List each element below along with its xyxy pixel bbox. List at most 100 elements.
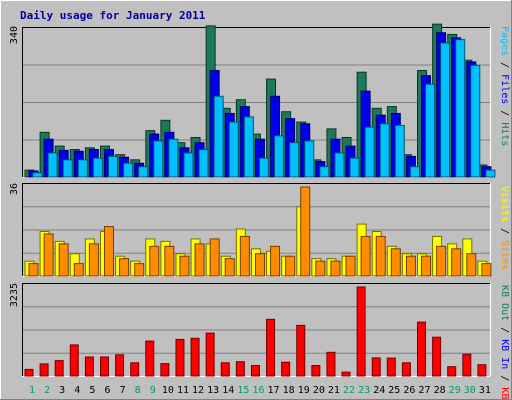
bar-kb-f-day-27 xyxy=(417,321,427,377)
bar-sites-day-23 xyxy=(360,235,371,277)
bar-pages-day-12 xyxy=(198,149,209,178)
day-label-28: 28 xyxy=(434,385,446,396)
kbytes-panel-max-label: 3235 xyxy=(9,283,20,307)
bar-sites-day-7 xyxy=(119,258,130,277)
x-axis-day-labels: 1 2 3 4 5 6 7 8 9 10 11 12 13 14 15 16 17 18 19 20 21 22 23 24 2… xyxy=(29,385,491,396)
bar-kb-f-day-18 xyxy=(281,361,291,377)
bar-pages-day-31 xyxy=(485,169,496,178)
bar-sites-day-2 xyxy=(43,233,54,277)
bar-pages-day-24 xyxy=(379,123,390,178)
bar-pages-day-11 xyxy=(183,152,194,178)
bar-pages-day-5 xyxy=(92,157,103,178)
bar-kb-f-day-8 xyxy=(130,362,140,377)
day-label-10: 10 xyxy=(162,385,174,396)
legend-separator: / xyxy=(499,56,510,74)
bar-sites-day-5 xyxy=(88,243,99,277)
bar-sites-day-28 xyxy=(436,245,447,277)
bar-pages-day-9 xyxy=(153,140,164,178)
bar-pages-day-16 xyxy=(258,157,269,178)
day-label-18: 18 xyxy=(283,385,295,396)
bar-pages-day-2 xyxy=(47,152,58,178)
day-label-26: 26 xyxy=(403,385,415,396)
day-label-16: 16 xyxy=(252,385,264,396)
bar-kb-f-day-6 xyxy=(99,356,109,377)
day-label-4: 4 xyxy=(74,385,80,396)
day-label-20: 20 xyxy=(313,385,325,396)
bar-kb-f-day-28 xyxy=(432,336,442,377)
bar-kb-f-day-12 xyxy=(190,337,200,377)
bar-sites-day-4 xyxy=(73,263,84,277)
bar-kb-f-day-21 xyxy=(326,351,336,377)
bar-pages-day-14 xyxy=(228,121,239,178)
day-label-29: 29 xyxy=(449,385,461,396)
hits-panel: 340 Pages / Files / Hits xyxy=(9,23,510,178)
day-label-14: 14 xyxy=(222,385,234,396)
bar-pages-day-7 xyxy=(123,162,134,178)
day-label-2: 2 xyxy=(44,385,50,396)
bar-pages-day-17 xyxy=(274,135,285,178)
day-label-31: 31 xyxy=(479,385,491,396)
bar-pages-day-30 xyxy=(470,64,481,178)
bar-kb-f-day-23 xyxy=(356,286,366,377)
day-label-24: 24 xyxy=(373,385,385,396)
visits-panel: 36 Visits / Sites xyxy=(9,183,510,277)
bar-sites-day-14 xyxy=(224,258,235,277)
bar-kb-f-day-16 xyxy=(250,365,260,377)
bar-pages-day-6 xyxy=(107,155,118,178)
day-label-30: 30 xyxy=(464,385,476,396)
legend-kb-out: KB Out xyxy=(499,285,510,321)
day-label-23: 23 xyxy=(358,385,370,396)
bar-kb-f-day-15 xyxy=(235,361,245,377)
bar-sites-day-1 xyxy=(28,263,39,277)
legend-hits: Hits xyxy=(499,122,510,146)
day-label-22: 22 xyxy=(343,385,355,396)
legend-visits: Visits xyxy=(499,186,510,222)
day-label-9: 9 xyxy=(150,385,156,396)
bar-pages-day-18 xyxy=(289,142,300,178)
bar-kb-f-day-29 xyxy=(447,366,457,377)
day-label-27: 27 xyxy=(418,385,430,396)
bar-pages-day-1 xyxy=(32,172,43,178)
bar-kb-f-day-22 xyxy=(341,371,351,377)
bar-sites-day-15 xyxy=(239,235,250,277)
bar-kb-f-day-11 xyxy=(175,338,185,377)
legend-pages: Pages xyxy=(499,26,510,56)
bar-pages-day-13 xyxy=(213,95,224,178)
bar-sites-day-20 xyxy=(315,260,326,277)
day-label-5: 5 xyxy=(89,385,95,396)
kbytes-panel-legend: KB Out / KB In / KB F xyxy=(499,285,510,400)
legend-separator: / xyxy=(499,104,510,122)
bar-pages-day-27 xyxy=(425,83,436,178)
hits-panel-legend: Pages / Files / Hits xyxy=(499,26,510,146)
bar-kb-f-day-14 xyxy=(220,362,230,377)
bar-sites-day-30 xyxy=(466,253,477,277)
bar-sites-day-19 xyxy=(300,186,311,277)
bar-sites-day-29 xyxy=(451,248,462,277)
bar-pages-day-26 xyxy=(409,166,420,178)
bar-sites-day-25 xyxy=(390,248,401,277)
bar-kb-f-day-13 xyxy=(205,332,215,377)
bar-kb-f-day-19 xyxy=(296,324,306,377)
bar-pages-day-15 xyxy=(243,116,254,178)
bar-kb-f-day-24 xyxy=(371,357,381,377)
day-label-13: 13 xyxy=(207,385,219,396)
visits-panel-max-label: 36 xyxy=(9,183,20,195)
bar-sites-day-8 xyxy=(134,263,145,277)
visits-panel-legend: Visits / Sites xyxy=(499,186,510,270)
kbytes-panel: 3235 KB Out / KB In / KB F xyxy=(9,283,510,400)
bar-kb-f-day-3 xyxy=(54,360,64,377)
day-label-15: 15 xyxy=(237,385,249,396)
bar-kb-f-day-17 xyxy=(266,318,276,377)
bar-kb-f-day-2 xyxy=(39,363,49,377)
bar-kb-f-day-10 xyxy=(160,363,170,377)
bar-pages-day-3 xyxy=(62,159,73,178)
bar-kb-f-day-9 xyxy=(145,340,155,377)
bar-sites-day-16 xyxy=(254,253,265,277)
bar-pages-day-4 xyxy=(77,159,88,178)
bar-sites-day-6 xyxy=(103,226,114,277)
day-label-6: 6 xyxy=(104,385,110,396)
bar-pages-day-28 xyxy=(440,42,451,178)
bar-pages-day-22 xyxy=(349,157,360,178)
bar-kb-f-day-31 xyxy=(477,364,487,377)
bar-pages-day-8 xyxy=(138,166,149,178)
